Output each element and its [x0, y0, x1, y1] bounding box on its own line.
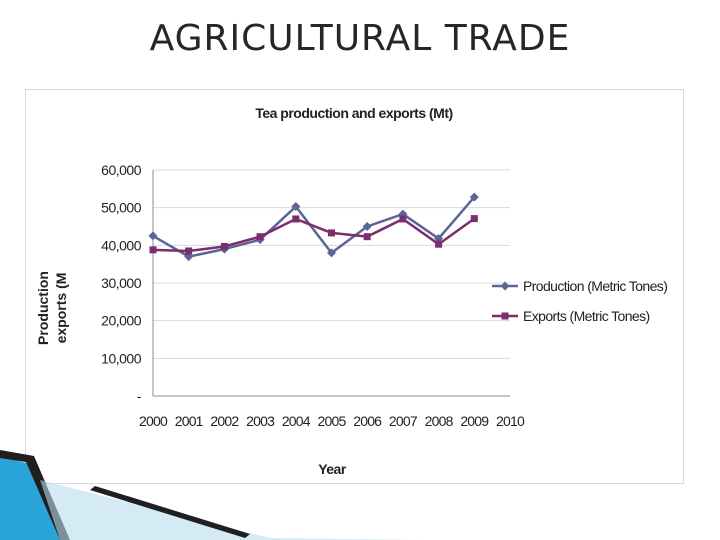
gridlines [153, 169, 510, 359]
data-point [362, 222, 372, 231]
decor-light-wedge [40, 480, 420, 540]
data-point [469, 192, 479, 202]
y-tick-labels: - 10,000 20,000 30,000 40,000 50,000 60,000 [101, 162, 142, 404]
x-axis-label: Year [318, 461, 347, 477]
legend-swatch-marker [501, 312, 509, 320]
x-tick-label: 2001 [175, 413, 204, 429]
x-tick-label: 2009 [460, 413, 489, 429]
x-tick-label: 2003 [246, 413, 275, 429]
y-tick-label: 50,000 [101, 200, 142, 216]
series-line [152, 217, 476, 253]
y-tick-label: 20,000 [101, 313, 142, 329]
data-point [435, 240, 443, 248]
data-point [398, 209, 408, 219]
series-exports [149, 215, 478, 255]
data-point [148, 231, 158, 241]
data-point [363, 233, 371, 241]
axes [152, 170, 510, 397]
x-tick-label: 2006 [353, 413, 382, 429]
legend-entry: Production (Metric Tones) [492, 278, 668, 294]
y-axis-label: Production exports (M [35, 271, 69, 345]
data-point [256, 233, 264, 241]
data-point [327, 248, 336, 258]
decor-thin-stripe [90, 486, 250, 538]
data-point [399, 215, 407, 223]
x-tick-label: 2007 [389, 413, 418, 429]
x-tick-label: 2002 [210, 413, 239, 429]
series [148, 192, 479, 262]
legend-label: Production (Metric Tones) [523, 278, 667, 294]
y-axis-label-line-1: Production [35, 271, 51, 345]
data-point [291, 202, 301, 212]
x-tick-label: 2005 [318, 413, 347, 429]
x-tick-label: 2004 [282, 413, 311, 429]
x-tick-label: 2000 [139, 413, 168, 429]
chart-svg: Tea production and exports (Mt) - 10,000 2… [35, 105, 668, 477]
slide-corner-decoration [0, 450, 420, 540]
data-point [220, 242, 228, 250]
y-axis-label-line-2: exports (M [53, 273, 69, 344]
x-tick-labels: 2000 2001 2002 2003 2004 2005 2006 2007 2008 2009… [139, 413, 526, 429]
series-line [152, 196, 476, 258]
y-tick-label: 40,000 [101, 237, 142, 253]
chart-title: Tea production and exports (Mt) [255, 105, 452, 121]
y-tick-label: 10,000 [101, 350, 142, 366]
data-point [292, 215, 300, 223]
legend: Production (Metric Tones) Exports (Metric… [492, 278, 668, 324]
data-point [149, 246, 157, 254]
data-point [470, 215, 478, 223]
y-tick-label: 60,000 [101, 162, 142, 178]
slide-title: AGRICULTURAL TRADE [149, 18, 571, 59]
x-tick-label: 2010 [496, 413, 525, 429]
y-tick-label: - [137, 388, 142, 404]
data-point [328, 229, 335, 237]
y-tick-label: 30,000 [101, 275, 142, 291]
legend-label: Exports (Metric Tones) [523, 308, 650, 324]
data-point [185, 247, 193, 255]
chart-frame: Tea production and exports (Mt) - 10,000 2… [25, 89, 684, 484]
decor-blue-wedge [0, 456, 62, 540]
x-tick-label: 2008 [425, 413, 454, 429]
legend-entry: Exports (Metric Tones) [492, 308, 650, 324]
legend-swatch-marker [500, 281, 510, 291]
